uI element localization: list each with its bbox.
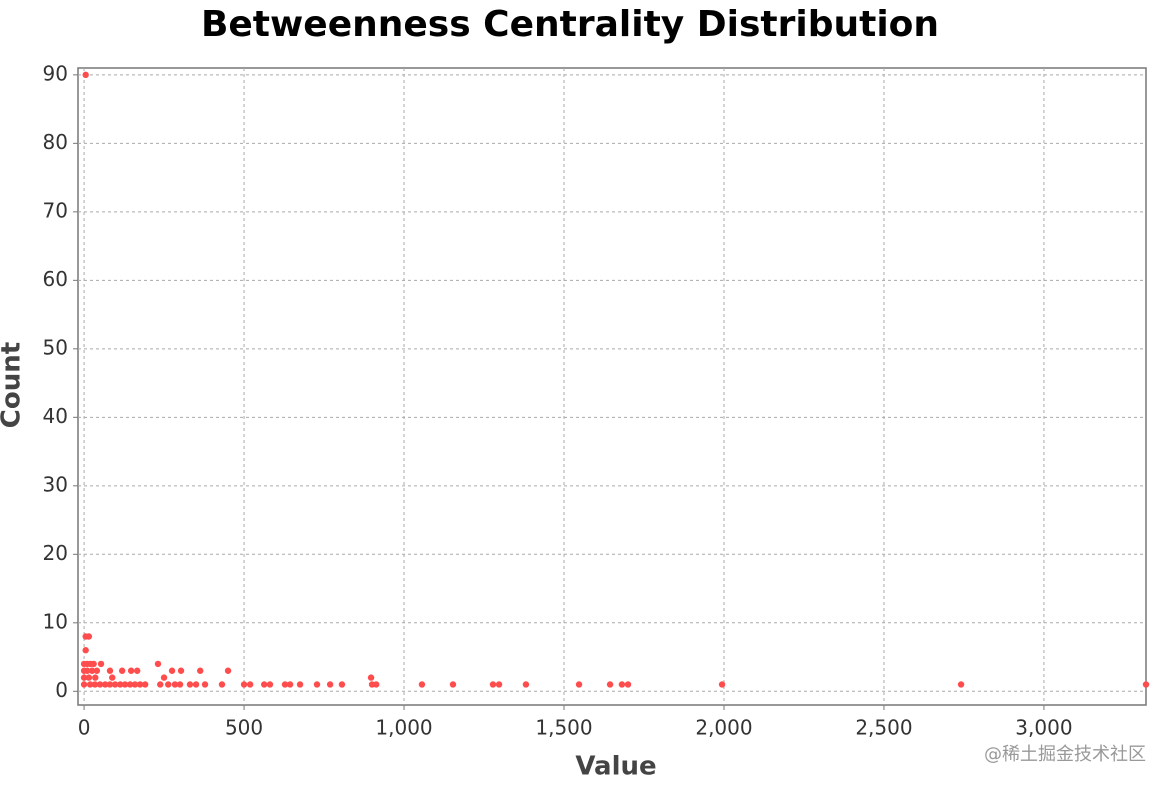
point	[606, 681, 614, 688]
point	[176, 681, 184, 688]
point	[80, 674, 88, 681]
plot-frame	[77, 67, 1147, 706]
point	[489, 681, 497, 688]
point	[90, 660, 97, 668]
x-tick-label: 0	[78, 716, 91, 740]
x-tick-label: 3,000	[1015, 716, 1072, 740]
point	[296, 681, 304, 688]
y-tick-label: 70	[43, 198, 68, 222]
y-tick-label: 20	[43, 541, 68, 565]
point	[136, 681, 144, 688]
point	[192, 681, 200, 688]
y-tick-label: 30	[43, 472, 68, 496]
watermark: @稀土掘金技术社区	[984, 744, 1146, 765]
point	[92, 674, 99, 681]
point	[93, 667, 101, 674]
point	[168, 667, 176, 674]
point	[171, 681, 179, 688]
point	[418, 681, 426, 688]
point	[218, 681, 226, 688]
point	[261, 681, 268, 688]
point	[157, 681, 164, 688]
y-tick-label: 90	[43, 61, 68, 85]
point	[117, 681, 124, 688]
point	[97, 660, 105, 668]
point	[141, 681, 149, 688]
point	[1142, 681, 1150, 688]
point	[326, 681, 334, 688]
point	[126, 681, 134, 688]
point	[186, 681, 194, 688]
point	[85, 633, 93, 640]
point	[367, 674, 375, 681]
point	[101, 681, 109, 688]
x-tick-label: 1,000	[375, 716, 432, 740]
point	[266, 681, 274, 688]
x-axis-label: Value	[575, 752, 656, 782]
point	[246, 681, 254, 688]
point	[111, 681, 119, 688]
point	[240, 681, 248, 688]
point	[718, 681, 726, 688]
point	[133, 667, 141, 674]
point	[224, 667, 232, 674]
point	[281, 681, 289, 688]
point	[127, 667, 135, 674]
point	[957, 681, 965, 688]
point	[618, 681, 626, 688]
point	[624, 681, 632, 688]
point	[165, 681, 172, 688]
point	[82, 647, 89, 654]
y-tick-label: 60	[43, 267, 68, 291]
point	[91, 681, 99, 688]
point	[121, 681, 129, 688]
point	[313, 681, 321, 688]
point	[131, 681, 139, 688]
point	[85, 674, 93, 681]
point	[84, 667, 91, 674]
point	[96, 681, 104, 688]
x-tick-label: 2,000	[695, 716, 752, 740]
point	[106, 681, 114, 688]
point	[118, 667, 126, 674]
point	[160, 674, 168, 681]
y-tick-label: 0	[55, 678, 68, 702]
point	[154, 660, 162, 668]
y-tick-label: 10	[43, 609, 68, 633]
point	[82, 71, 89, 79]
chart-title: Betweenness Centrality Distribution	[201, 4, 939, 45]
point	[495, 681, 503, 688]
x-tick-label: 2,500	[855, 716, 912, 740]
point	[372, 681, 380, 688]
y-tick-label: 80	[43, 130, 68, 154]
point	[197, 667, 204, 674]
point	[286, 681, 294, 688]
y-tick-label: 50	[43, 335, 68, 359]
x-tick-label: 1,500	[535, 716, 592, 740]
point	[109, 674, 116, 681]
point	[86, 681, 94, 688]
point	[575, 681, 583, 688]
y-tick-label: 40	[43, 404, 68, 428]
point	[88, 667, 96, 674]
point	[522, 681, 530, 688]
x-tick-label: 500	[225, 716, 263, 740]
point	[201, 681, 209, 688]
point	[80, 681, 88, 688]
point	[177, 667, 185, 674]
point	[449, 681, 457, 688]
point	[106, 667, 114, 674]
point	[338, 681, 346, 688]
y-axis-label: Count	[0, 342, 27, 428]
